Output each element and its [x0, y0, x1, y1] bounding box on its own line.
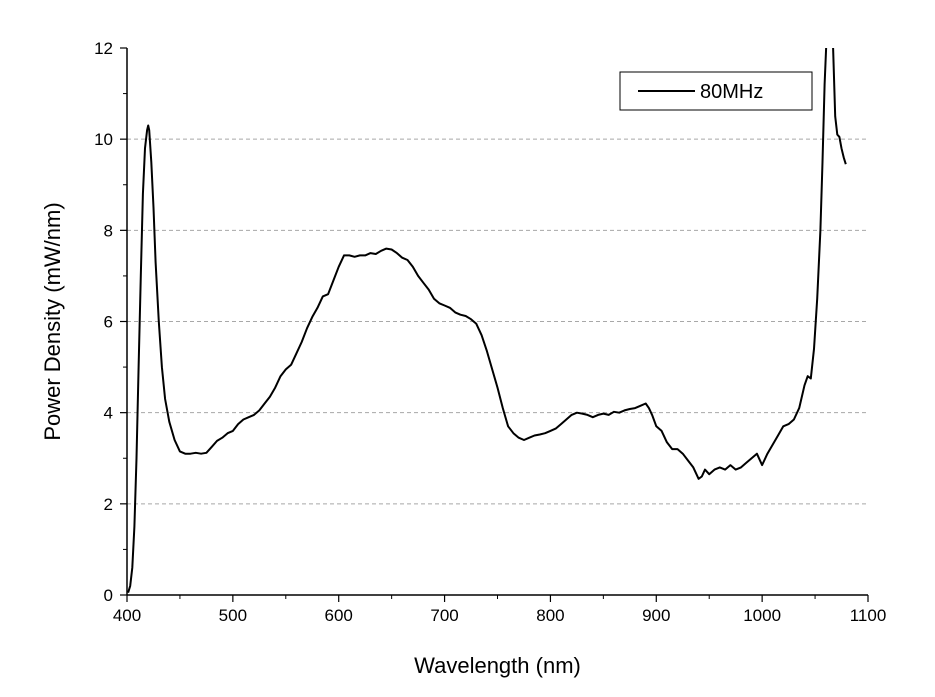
y-axis-title: Power Density (mW/nm) — [40, 202, 65, 440]
x-tick-label: 1100 — [850, 606, 887, 625]
x-tick-label: 1000 — [743, 606, 781, 625]
x-tick-label: 600 — [325, 606, 353, 625]
x-tick-labels: 400 500 600 700 800 900 1000 1100 — [113, 606, 886, 625]
legend-label: 80MHz — [700, 81, 763, 103]
x-tick-label: 900 — [642, 606, 670, 625]
x-tick-label: 700 — [430, 606, 458, 625]
x-tick-label: 400 — [113, 606, 141, 625]
y-tick-label: 8 — [104, 221, 113, 240]
y-tick-label: 12 — [94, 39, 113, 58]
x-tick-label: 500 — [219, 606, 247, 625]
grid-lines — [127, 138, 868, 505]
y-tick-label: 0 — [104, 586, 113, 605]
y-tick-label: 10 — [94, 130, 113, 149]
tick-marks — [120, 47, 869, 602]
y-tick-label: 6 — [104, 313, 113, 332]
legend: 80MHz — [619, 71, 813, 111]
y-tick-labels: 0 2 4 6 8 10 12 — [94, 39, 113, 605]
series-line-0 — [127, 48, 847, 593]
series-layer — [127, 48, 847, 593]
x-axis-title: Wavelength (nm) — [414, 653, 581, 678]
y-tick-label: 2 — [104, 495, 113, 514]
y-tick-label: 4 — [104, 404, 113, 423]
axes — [126, 48, 868, 596]
x-tick-label: 800 — [536, 606, 564, 625]
